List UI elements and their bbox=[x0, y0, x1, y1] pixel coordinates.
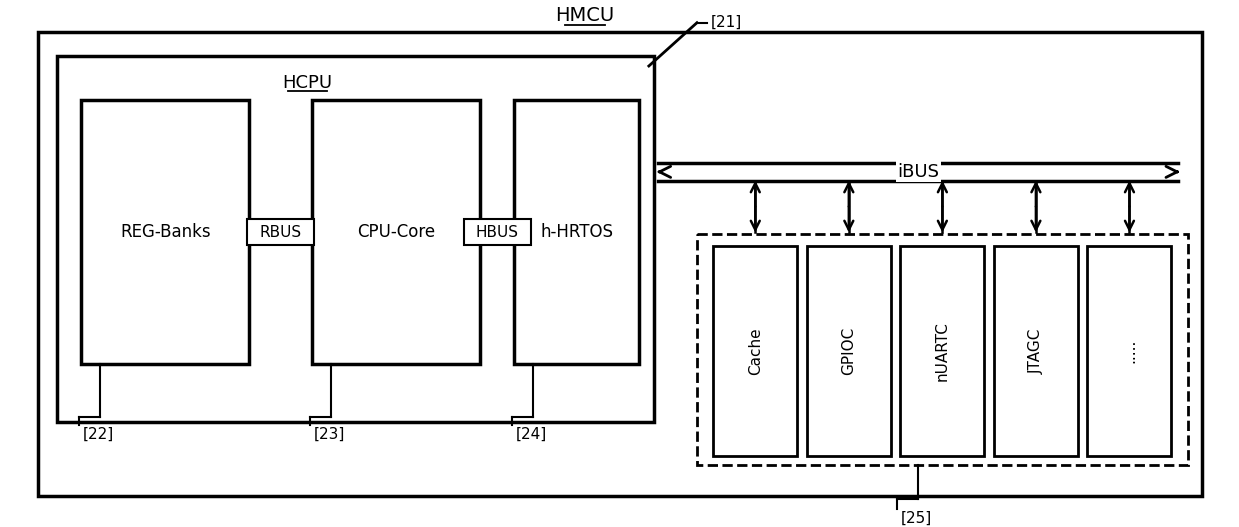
Text: [24]: [24] bbox=[517, 427, 548, 442]
Bar bbox=[57, 56, 654, 422]
Text: [21]: [21] bbox=[710, 15, 742, 30]
Text: REG-Banks: REG-Banks bbox=[120, 223, 211, 241]
Text: iBUS: iBUS bbox=[897, 163, 939, 181]
Bar bbox=[807, 246, 891, 456]
Text: JTAGC: JTAGC bbox=[1028, 328, 1043, 374]
Bar bbox=[901, 246, 984, 456]
Bar bbox=[247, 219, 315, 246]
Bar bbox=[81, 100, 249, 364]
Text: [23]: [23] bbox=[313, 427, 346, 442]
Text: HCPU: HCPU bbox=[282, 74, 332, 92]
Bar bbox=[312, 100, 481, 364]
Text: RBUS: RBUS bbox=[260, 225, 302, 239]
Text: CPU-Core: CPU-Core bbox=[357, 223, 435, 241]
Bar bbox=[1088, 246, 1171, 456]
Bar bbox=[994, 246, 1078, 456]
Text: Cache: Cache bbox=[748, 327, 763, 375]
Text: HMCU: HMCU bbox=[555, 6, 615, 25]
Text: HBUS: HBUS bbox=[476, 225, 519, 239]
Bar bbox=[514, 100, 639, 364]
Text: [25]: [25] bbox=[901, 511, 932, 525]
Text: .....: ..... bbox=[1123, 339, 1137, 363]
Text: [22]: [22] bbox=[83, 427, 114, 442]
Text: nUARTC: nUARTC bbox=[935, 321, 950, 381]
Bar bbox=[698, 235, 1188, 465]
Bar bbox=[463, 219, 532, 246]
Text: GPIOC: GPIOC bbox=[841, 327, 856, 375]
Text: h-HRTOS: h-HRTOS bbox=[540, 223, 613, 241]
Bar bbox=[714, 246, 797, 456]
